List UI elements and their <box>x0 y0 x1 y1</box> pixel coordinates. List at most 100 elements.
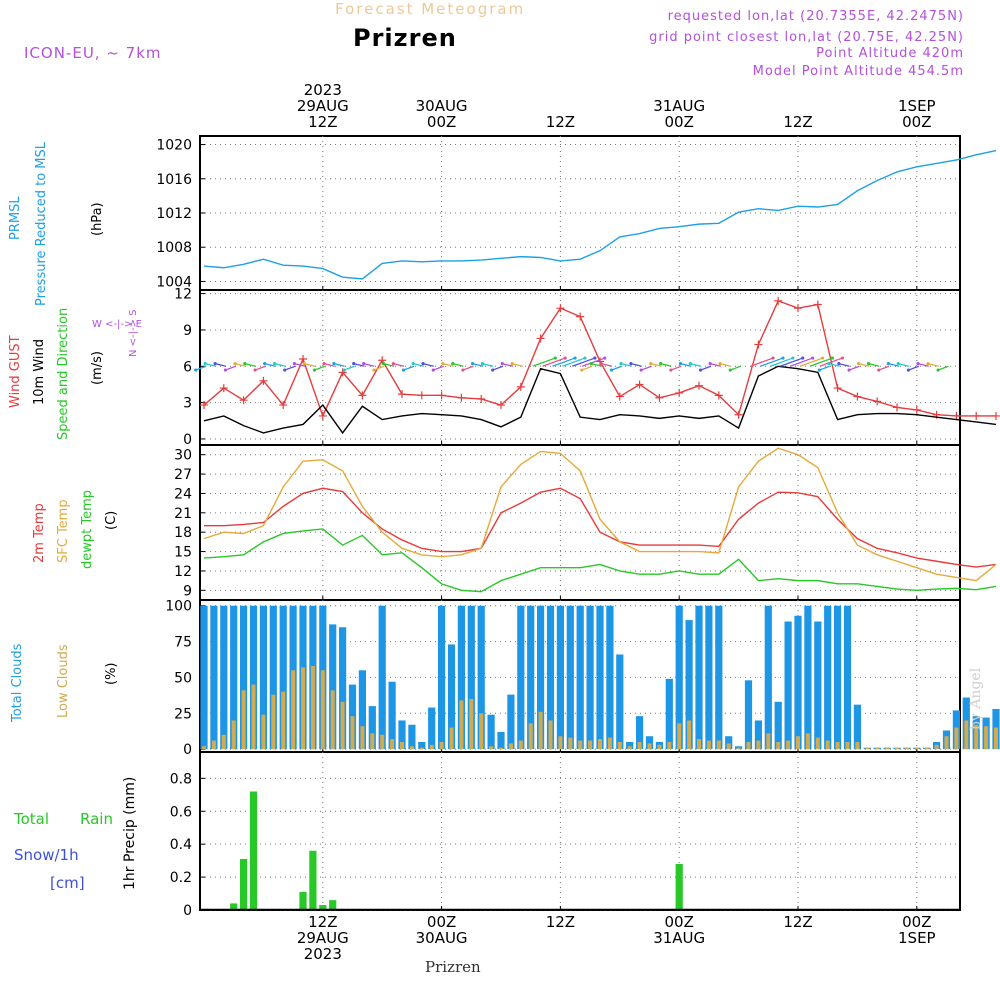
low-cloud-bar <box>469 698 474 750</box>
y-tick-label: 1012 <box>156 206 192 222</box>
low-cloud-bar <box>340 701 345 750</box>
low-cloud-bar <box>706 740 711 750</box>
total-cloud-bar <box>764 605 772 750</box>
wind-arrow <box>433 365 444 371</box>
rain-bar <box>249 791 258 910</box>
y-tick-label: 12 <box>174 564 192 580</box>
low-cloud-bar <box>479 713 484 750</box>
model-name: ICON-EU, ~ 7km <box>24 44 162 62</box>
low-cloud-bar <box>776 741 781 750</box>
wind-arrow <box>254 365 266 371</box>
total-cloud-bar <box>497 731 505 750</box>
y-tick-label: 0.2 <box>170 870 192 886</box>
low-cloud-bar <box>598 739 602 750</box>
wind-arrow <box>620 362 632 367</box>
wind-arrow <box>225 365 236 371</box>
dewpt-label: dewpt Temp <box>80 489 95 569</box>
gust-marker <box>279 401 288 410</box>
low-cloud-bar <box>746 741 751 750</box>
wind-arrow <box>819 365 830 371</box>
total-cloud-bar <box>804 605 812 750</box>
time-tick-line: 29AUG <box>296 97 349 115</box>
low-cloud-bar <box>934 744 939 750</box>
low-cloud-bar <box>855 741 860 750</box>
wind-arrow <box>630 362 642 367</box>
low-cloud-bar <box>261 714 266 750</box>
total-cloud-bar <box>636 716 644 750</box>
wind-arrow-head <box>678 361 683 366</box>
low-cloud-bar <box>865 747 870 750</box>
y-tick-label: 24 <box>174 486 192 502</box>
low-cloud-bar <box>954 727 959 750</box>
low-cloud-bar <box>756 740 761 750</box>
total-cloud-bar <box>675 605 683 750</box>
y-tick-label: 30 <box>174 448 192 464</box>
wind-arrow-head <box>771 356 775 360</box>
wind-arrow-head <box>203 361 207 366</box>
y-tick-label: 0.4 <box>170 837 192 853</box>
gust-marker <box>437 391 446 400</box>
y-tick-label: 3 <box>183 396 192 412</box>
total-cloud-bar <box>744 680 753 750</box>
wind-arrow-head <box>593 356 597 360</box>
wind-arrow <box>581 357 605 367</box>
time-tick-line: 1SEP <box>898 929 936 947</box>
temp-unit: (C) <box>104 510 119 530</box>
wind-arrow-head <box>619 361 623 366</box>
wind-arrow <box>314 365 326 371</box>
wind-arrow <box>591 362 603 367</box>
gust-marker <box>912 405 921 414</box>
low-cloud-bar <box>251 684 256 750</box>
low-cloud-bar <box>409 746 414 750</box>
low-cloud-bar <box>875 747 880 750</box>
total-cloud-bar <box>586 605 594 750</box>
low-cloud-bar <box>508 743 513 750</box>
wind-arrow-head <box>322 361 326 366</box>
gust-marker <box>457 393 466 402</box>
sfc-temp-label: SFC Temp <box>56 499 71 563</box>
time-tick-line: 00Z <box>426 113 457 131</box>
wind-arrow <box>205 362 217 367</box>
wind-arrow-head <box>233 361 237 366</box>
wind-arrow <box>888 362 900 367</box>
wind-arrow-head <box>563 356 567 360</box>
wind-arrow <box>640 365 652 371</box>
wind-direction-label: Speed and Direction <box>56 307 71 440</box>
total-label: Total <box>14 810 50 828</box>
low-cloud-bar <box>786 740 791 750</box>
wind-arrow <box>244 362 256 367</box>
total-cloud-bar <box>418 741 426 750</box>
total-cloud-bar <box>566 605 574 750</box>
gust-marker <box>556 304 565 313</box>
wind-arrow <box>452 362 464 367</box>
time-tick-line: 2023 <box>303 945 342 963</box>
total-cloud-bar <box>269 605 277 750</box>
wind-arrow <box>373 365 385 371</box>
wind-arrow <box>294 362 306 367</box>
wind-arrow-head <box>886 361 890 366</box>
time-tick-line: 29AUG <box>296 929 349 947</box>
total-cloud-bar <box>259 605 267 750</box>
wind-arrow-head <box>292 361 296 366</box>
wind-arrow <box>323 362 335 367</box>
series-line-sfc-temp <box>203 447 997 582</box>
wind-arrow-head <box>573 356 577 360</box>
y-tick-label: 1004 <box>156 274 192 290</box>
wind-arrow-head <box>441 361 445 366</box>
total-cloud-bar <box>240 605 248 750</box>
gust-marker <box>794 304 802 313</box>
total-cloud-bar <box>487 714 495 750</box>
y-tick-label: 6 <box>183 359 192 375</box>
total-cloud-bar <box>576 605 584 750</box>
wind-arrow-head <box>470 361 475 366</box>
wind-arrow <box>492 365 504 371</box>
low-cloud-bar <box>825 740 830 750</box>
snow-label: Snow/1h <box>14 846 79 864</box>
low-cloud-bar <box>231 720 236 750</box>
wind-arrow-head <box>659 361 663 366</box>
wind-arrow-head <box>649 361 653 366</box>
low-cloud-bar <box>667 741 672 750</box>
series-line-10m-wind <box>203 365 997 435</box>
wind-arrow-head <box>391 361 395 366</box>
low-cloud-bar <box>489 746 494 750</box>
